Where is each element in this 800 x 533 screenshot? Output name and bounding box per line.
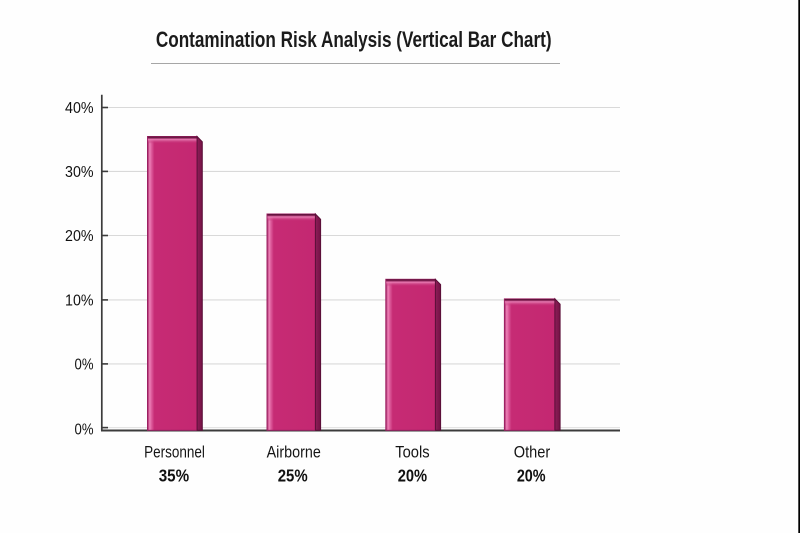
svg-text:0%: 0% — [75, 356, 94, 373]
svg-text:30%: 30% — [65, 163, 93, 181]
svg-text:Airborne: Airborne — [267, 444, 321, 462]
svg-text:10%: 10% — [65, 292, 93, 310]
svg-text:20%: 20% — [517, 467, 546, 486]
svg-text:Other: Other — [514, 444, 551, 462]
svg-text:20%: 20% — [65, 227, 93, 245]
svg-text:35%: 35% — [159, 467, 190, 486]
svg-text:0%: 0% — [75, 421, 94, 438]
svg-text:25%: 25% — [278, 466, 308, 485]
svg-text:Tools: Tools — [395, 444, 429, 462]
svg-text:20%: 20% — [398, 466, 427, 486]
svg-text:Contamination Risk Analysis (V: Contamination Risk Analysis (Vertical Ba… — [156, 28, 552, 53]
svg-text:Personnel: Personnel — [144, 443, 205, 462]
svg-text:40%: 40% — [65, 99, 93, 117]
